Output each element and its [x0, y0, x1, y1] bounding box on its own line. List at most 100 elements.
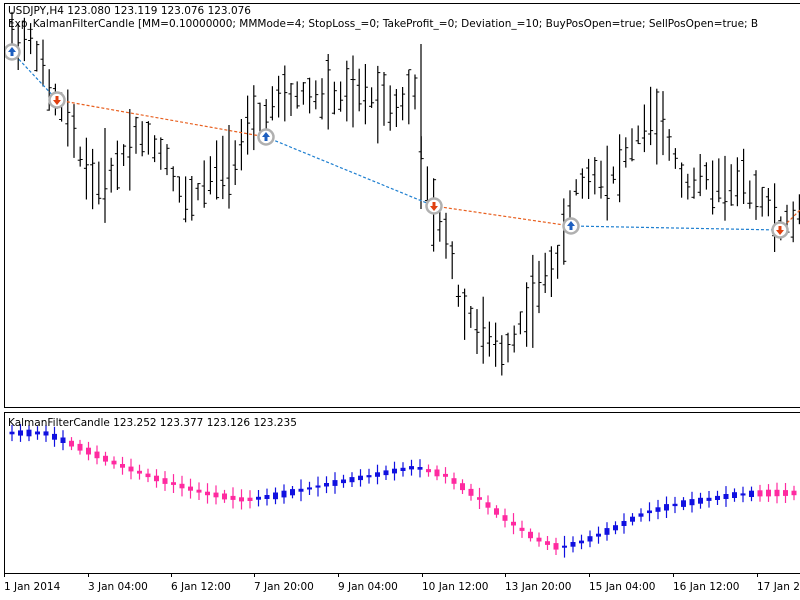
- indicator-body: [18, 430, 23, 436]
- indicator-body: [324, 483, 329, 487]
- time-axis: 1 Jan 2014 3 Jan 04:00 6 Jan 12:00 7 Jan 20…: [0, 573, 800, 600]
- price-bars: [9, 11, 800, 376]
- indicator-body: [519, 527, 525, 531]
- indicator-body: [511, 521, 516, 526]
- indicator-body: [111, 460, 117, 465]
- time-tick-mark: [88, 573, 89, 577]
- time-tick-label: 16 Jan 12:00: [673, 581, 740, 593]
- indicator-body: [281, 490, 287, 498]
- indicator-body: [562, 545, 567, 548]
- down-arrow-icon: [430, 202, 438, 211]
- indicator-body: [162, 478, 168, 484]
- down-arrow-icon: [776, 226, 784, 235]
- time-tick-label: 6 Jan 12:00: [171, 581, 231, 593]
- indicator-body: [128, 466, 134, 472]
- indicator-body: [417, 467, 423, 470]
- indicator-body: [247, 497, 253, 501]
- time-tick-mark: [4, 573, 5, 577]
- price-chart-canvas: [5, 11, 800, 376]
- indicator-body: [332, 480, 338, 486]
- buy-signal-icon: [562, 217, 580, 235]
- indicator-body: [77, 443, 83, 451]
- time-tick-mark: [338, 573, 339, 577]
- price-chart-pane[interactable]: USDJPY,H4 123.080 123.119 123.076 123.07…: [4, 3, 800, 408]
- indicator-body: [613, 525, 618, 531]
- indicator-body: [553, 543, 559, 550]
- time-tick-label: 10 Jan 12:00: [422, 581, 489, 593]
- indicator-candles: [9, 424, 797, 558]
- time-tick-label: 17 Jan 20:00: [757, 581, 800, 593]
- indicator-body: [647, 510, 652, 514]
- indicator-body: [273, 492, 278, 500]
- indicator-body: [477, 497, 482, 500]
- indicator-body: [290, 489, 295, 496]
- indicator-body: [239, 497, 244, 502]
- indicator-body: [341, 479, 346, 484]
- indicator-body: [196, 489, 202, 493]
- indicator-body: [52, 433, 57, 440]
- indicator-body: [358, 475, 363, 481]
- indicator-body: [349, 477, 355, 483]
- sell-signal-icon: [48, 91, 66, 109]
- indicator-body: [536, 537, 542, 542]
- indicator-body: [315, 485, 321, 488]
- trade-line: [433, 205, 572, 227]
- indicator-body: [723, 494, 729, 499]
- indicator-body: [366, 475, 372, 478]
- up-arrow-icon: [567, 221, 575, 230]
- sell-signal-icon: [425, 197, 443, 215]
- up-arrow-icon: [262, 132, 270, 141]
- indicator-body: [60, 437, 66, 443]
- indicator-body: [528, 531, 533, 539]
- up-arrow-icon: [8, 47, 16, 56]
- indicator-body: [579, 540, 584, 544]
- indicator-body: [783, 490, 788, 496]
- buy-signal-icon: [257, 128, 275, 146]
- indicator-body: [400, 467, 406, 471]
- indicator-body: [213, 492, 219, 498]
- trade-line: [570, 225, 781, 231]
- symbol-label: USDJPY,H4 123.080 123.119 123.076 123.07…: [8, 5, 251, 17]
- indicator-body: [383, 470, 389, 476]
- indicator-body: [434, 469, 440, 477]
- time-tick-mark: [254, 573, 255, 577]
- indicator-body: [443, 473, 448, 477]
- time-tick-label: 1 Jan 2014: [4, 581, 61, 593]
- indicator-pane[interactable]: KalmanFilterCandle 123.252 123.377 123.1…: [4, 412, 800, 574]
- indicator-body: [630, 516, 635, 522]
- indicator-body: [145, 473, 151, 478]
- indicator-body: [188, 486, 193, 491]
- indicator-label: KalmanFilterCandle 123.252 123.377 123.1…: [8, 417, 297, 429]
- indicator-body: [638, 513, 644, 517]
- down-arrow-icon: [53, 96, 61, 105]
- indicator-body: [9, 431, 15, 435]
- indicator-body: [732, 492, 737, 498]
- indicator-body: [596, 533, 601, 537]
- indicator-body: [655, 507, 661, 512]
- indicator-body: [672, 503, 678, 507]
- indicator-body: [94, 451, 100, 459]
- time-tick-mark: [171, 573, 172, 577]
- sell-signal-icon: [771, 221, 789, 239]
- indicator-body: [298, 488, 304, 492]
- indicator-body: [171, 482, 176, 485]
- indicator-body: [103, 455, 108, 462]
- indicator-body: [26, 429, 32, 437]
- indicator-body: [698, 497, 703, 504]
- time-tick-label: 15 Jan 04:00: [589, 581, 656, 593]
- expert-label: Exp_KalmanFilterCandle [MM=0.10000000; M…: [8, 18, 759, 30]
- time-tick-label: 9 Jan 04:00: [338, 581, 398, 593]
- indicator-body: [774, 489, 780, 497]
- time-tick-mark: [673, 573, 674, 577]
- indicator-body: [570, 542, 576, 547]
- buy-signal-icon: [5, 43, 21, 61]
- trade-lines: [11, 51, 800, 231]
- indicator-body: [587, 536, 593, 542]
- indicator-body: [502, 515, 508, 521]
- indicator-body: [307, 487, 312, 490]
- time-tick-label: 13 Jan 20:00: [505, 581, 572, 593]
- trade-line: [56, 99, 267, 138]
- indicator-body: [689, 499, 695, 506]
- time-tick-mark: [589, 573, 590, 577]
- indicator-body: [451, 478, 457, 484]
